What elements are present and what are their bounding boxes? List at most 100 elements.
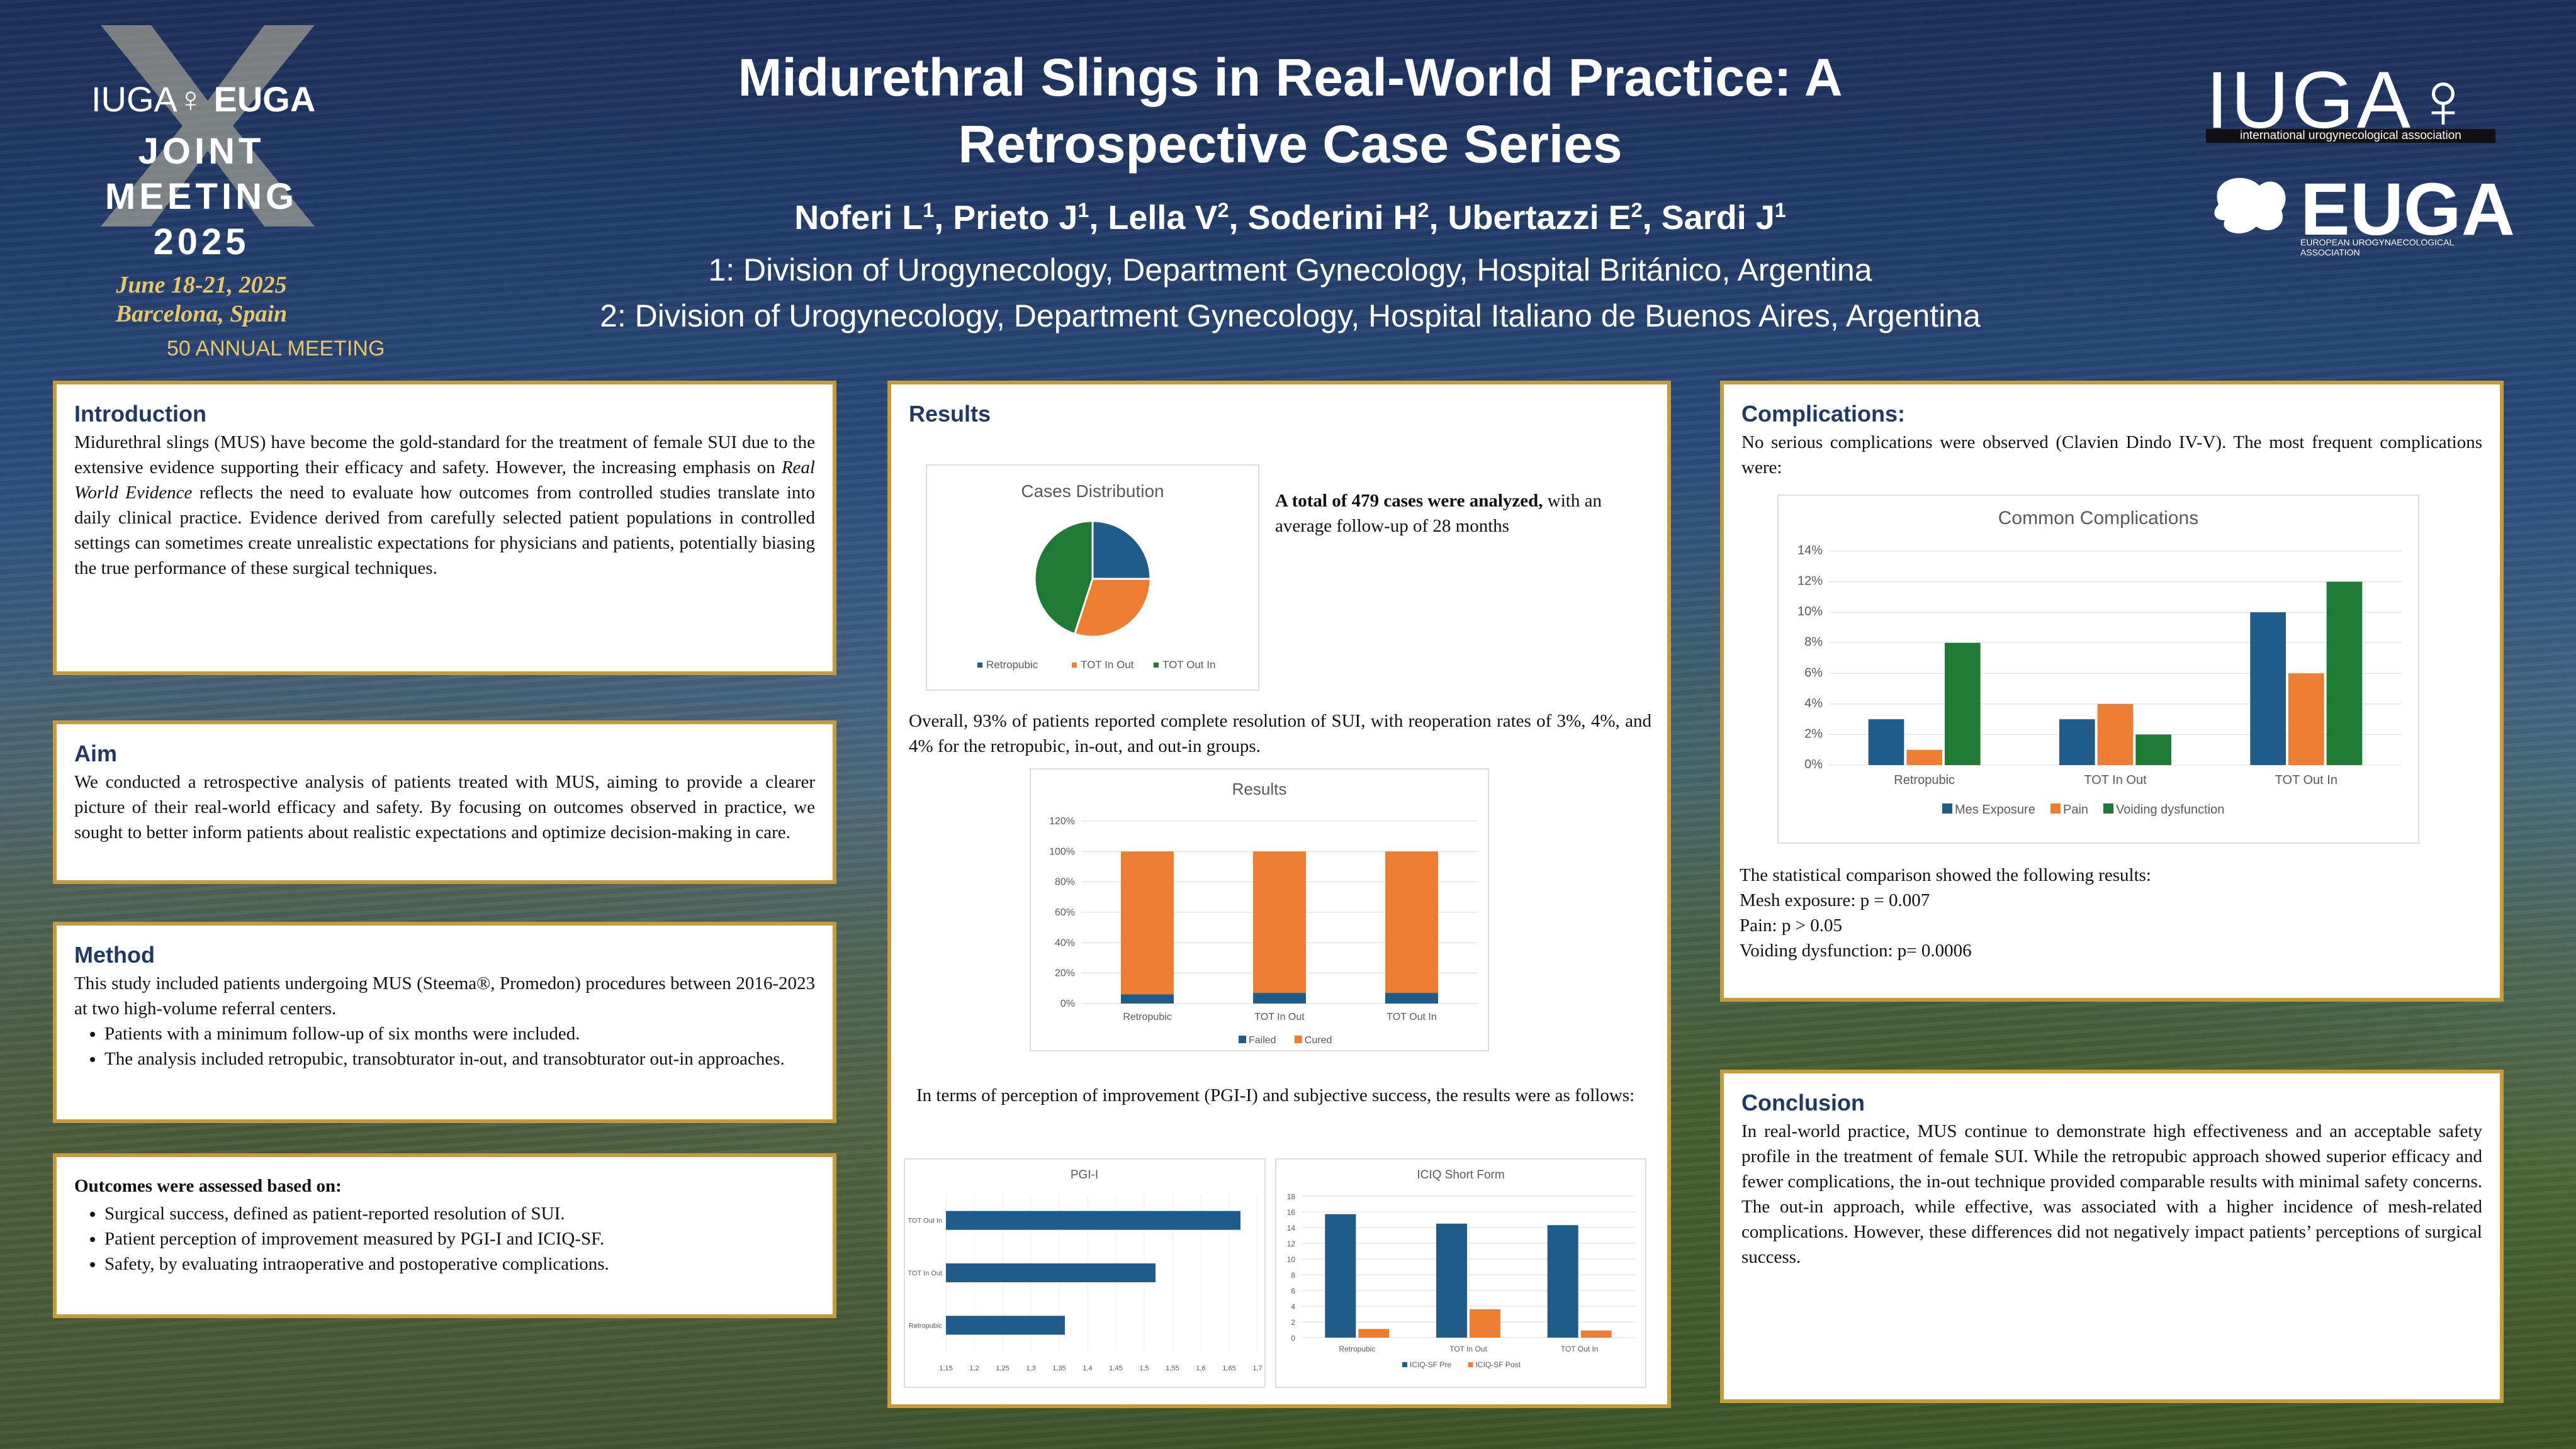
author: Ubertazzi E2 bbox=[1448, 199, 1643, 237]
stat-line: Pain: p > 0.05 bbox=[1740, 915, 1842, 936]
legend-swatch bbox=[1468, 1362, 1473, 1367]
x-tick-label: 1,55 bbox=[1166, 1365, 1179, 1372]
x-tick-label: 1,2 bbox=[969, 1365, 979, 1372]
y-tick-label: 12 bbox=[1287, 1239, 1296, 1248]
pie-slice bbox=[1073, 578, 1152, 638]
emphasis-text: Real World Evidence bbox=[74, 457, 815, 503]
legend-swatch bbox=[1294, 1036, 1302, 1043]
place-text: Barcelona, Spain bbox=[115, 301, 288, 327]
list-item: Surgical success, defined as patient-rep… bbox=[104, 1201, 815, 1226]
introduction-heading: Introduction bbox=[74, 401, 206, 427]
legend-swatch bbox=[977, 663, 982, 668]
y-tick-label: 80% bbox=[1055, 877, 1075, 888]
iuga-logo: IUGA♀ bbox=[2206, 60, 2495, 142]
chart-title: Common Complications bbox=[1998, 508, 2198, 529]
complications-chart: Common Complications 0% 2% 4% 6% 8% 10% 12% 14% R… bbox=[1777, 495, 2419, 844]
conclusion-panel: Conclusion In real-world practice, MUS c… bbox=[1720, 1070, 2504, 1403]
legend-label: Mes Exposure bbox=[1955, 803, 2035, 817]
left-iuga-text: IUGA bbox=[91, 79, 177, 119]
bar bbox=[946, 1316, 1065, 1335]
author: Noferi L1 bbox=[794, 199, 935, 237]
iuga-logo-text: IUGA bbox=[2206, 55, 2413, 145]
y-tick-label: 6 bbox=[1291, 1287, 1295, 1295]
y-tick-label: 12% bbox=[1797, 574, 1823, 588]
bar bbox=[1253, 993, 1306, 1004]
chart-title: Cases Distribution bbox=[1021, 481, 1164, 501]
bar bbox=[2250, 612, 2286, 765]
y-tick-label: 14% bbox=[1797, 544, 1823, 557]
author: Prieto J1 bbox=[953, 199, 1089, 237]
x-tick-label: TOT Out In bbox=[1561, 1345, 1599, 1353]
pie-slice bbox=[1091, 520, 1152, 580]
outcomes-bullets: Surgical success, defined as patient-rep… bbox=[74, 1201, 815, 1277]
y-tick-label: TOT In Out bbox=[908, 1270, 942, 1277]
overall-results-text: Overall, 93% of patients reported comple… bbox=[909, 711, 1651, 756]
introduction-panel: Introduction Midurethral slings (MUS) ha… bbox=[53, 381, 836, 675]
author: Lella V2 bbox=[1108, 199, 1229, 237]
aim-text: We conducted a retrospective analysis of… bbox=[74, 772, 815, 842]
total-cases-text: A total of 479 cases were analyzed, with… bbox=[1275, 491, 1602, 536]
legend-swatch bbox=[1154, 663, 1159, 668]
y-tick-label: 2 bbox=[1291, 1318, 1295, 1327]
complications-text: No serious complications were observed (… bbox=[1741, 432, 2482, 478]
method-bullets: Patients with a minimum follow-up of six… bbox=[74, 1021, 815, 1071]
cases-distribution-chart: Cases Distribution Retropubic TOT In Out TO… bbox=[926, 464, 1259, 691]
bar bbox=[1436, 1223, 1467, 1338]
y-tick-label: 0% bbox=[1804, 758, 1823, 771]
x-tick-label: 1,7 bbox=[1252, 1365, 1262, 1372]
bar bbox=[2059, 719, 2095, 765]
list-item: Patient perception of improvement measur… bbox=[104, 1226, 815, 1251]
outcomes-panel: Outcomes were assessed based on: Surgica… bbox=[53, 1153, 836, 1318]
method-heading: Method bbox=[74, 942, 155, 968]
chart-title: PGI-I bbox=[1071, 1168, 1098, 1182]
y-tick-label: 4 bbox=[1291, 1302, 1295, 1311]
poster-title: Midurethral Slings in Real-World Practic… bbox=[738, 48, 1843, 174]
y-tick-label: 40% bbox=[1055, 937, 1075, 948]
meeting-dates: June 18-21, 2025 Barcelona, Spain bbox=[101, 271, 302, 328]
bar bbox=[1121, 851, 1174, 995]
y-tick-label: 2% bbox=[1804, 727, 1823, 741]
complications-panel: Complications: No serious complications … bbox=[1720, 381, 2504, 1002]
legend-label: Voiding dysfunction bbox=[2116, 803, 2224, 817]
stats-intro: The statistical comparison showed the fo… bbox=[1740, 865, 2151, 885]
bar bbox=[1385, 993, 1438, 1004]
bar bbox=[2097, 703, 2134, 765]
author-list: Noferi L1, Prieto J1, Lella V2, Soderini… bbox=[794, 199, 1786, 237]
y-tick-label: 4% bbox=[1804, 697, 1823, 710]
x-tick-label: 1,4 bbox=[1083, 1365, 1092, 1372]
pie-slice bbox=[1033, 520, 1094, 635]
x-tick-label: TOT In Out bbox=[1449, 1345, 1487, 1353]
x-tick-label: 1,35 bbox=[1052, 1365, 1066, 1372]
x-tick-label: 1,3 bbox=[1026, 1365, 1035, 1372]
list-item: Patients with a minimum follow-up of six… bbox=[104, 1021, 815, 1046]
left-euga-text: EUGA bbox=[213, 79, 316, 119]
x-tick-label: 1,5 bbox=[1139, 1365, 1149, 1372]
stat-line: Mesh exposure: p = 0.007 bbox=[1740, 890, 1930, 910]
x-tick-label: 1,25 bbox=[996, 1365, 1009, 1372]
bar bbox=[1121, 994, 1174, 1004]
conclusion-text: In real-world practice, MUS continue to … bbox=[1741, 1121, 2482, 1267]
y-tick-label: TOT Out In bbox=[908, 1217, 942, 1225]
euga-subtitle: EUROPEAN UROGYNAECOLOGICAL ASSOCIATION bbox=[2300, 237, 2454, 257]
method-text: This study included patients undergoing … bbox=[74, 973, 815, 1019]
x-tick-label: TOT Out In bbox=[1386, 1012, 1436, 1022]
statistical-results: The statistical comparison showed the fo… bbox=[1740, 863, 2151, 963]
y-tick-label: 18 bbox=[1287, 1192, 1296, 1201]
meeting-year: 2025 bbox=[153, 221, 250, 262]
x-tick-label: TOT Out In bbox=[2275, 773, 2337, 787]
bar bbox=[1470, 1309, 1500, 1338]
complications-heading: Complications: bbox=[1741, 401, 1906, 427]
anniversary-badge: 50 ANNUAL MEETING bbox=[167, 337, 385, 361]
iciq-chart: ICIQ Short Form 0 2 4 6 8 10 12 14 16 18 Retropubic… bbox=[1275, 1158, 1646, 1388]
affiliation-1: 1: Division of Urogynecology, Department… bbox=[708, 252, 1872, 288]
y-tick-label: 8 bbox=[1291, 1271, 1295, 1280]
method-panel: Method This study included patients unde… bbox=[53, 922, 836, 1123]
legend-label: Pain bbox=[2063, 803, 2088, 817]
bar bbox=[946, 1211, 1240, 1230]
y-tick-label: 120% bbox=[1049, 816, 1075, 827]
bar bbox=[946, 1263, 1156, 1282]
dates-text: June 18-21, 2025 bbox=[116, 272, 287, 298]
speech-bubble-icon bbox=[2214, 177, 2286, 233]
x-tick-label: TOT In Out bbox=[2084, 773, 2147, 787]
y-tick-label: 6% bbox=[1804, 666, 1823, 680]
